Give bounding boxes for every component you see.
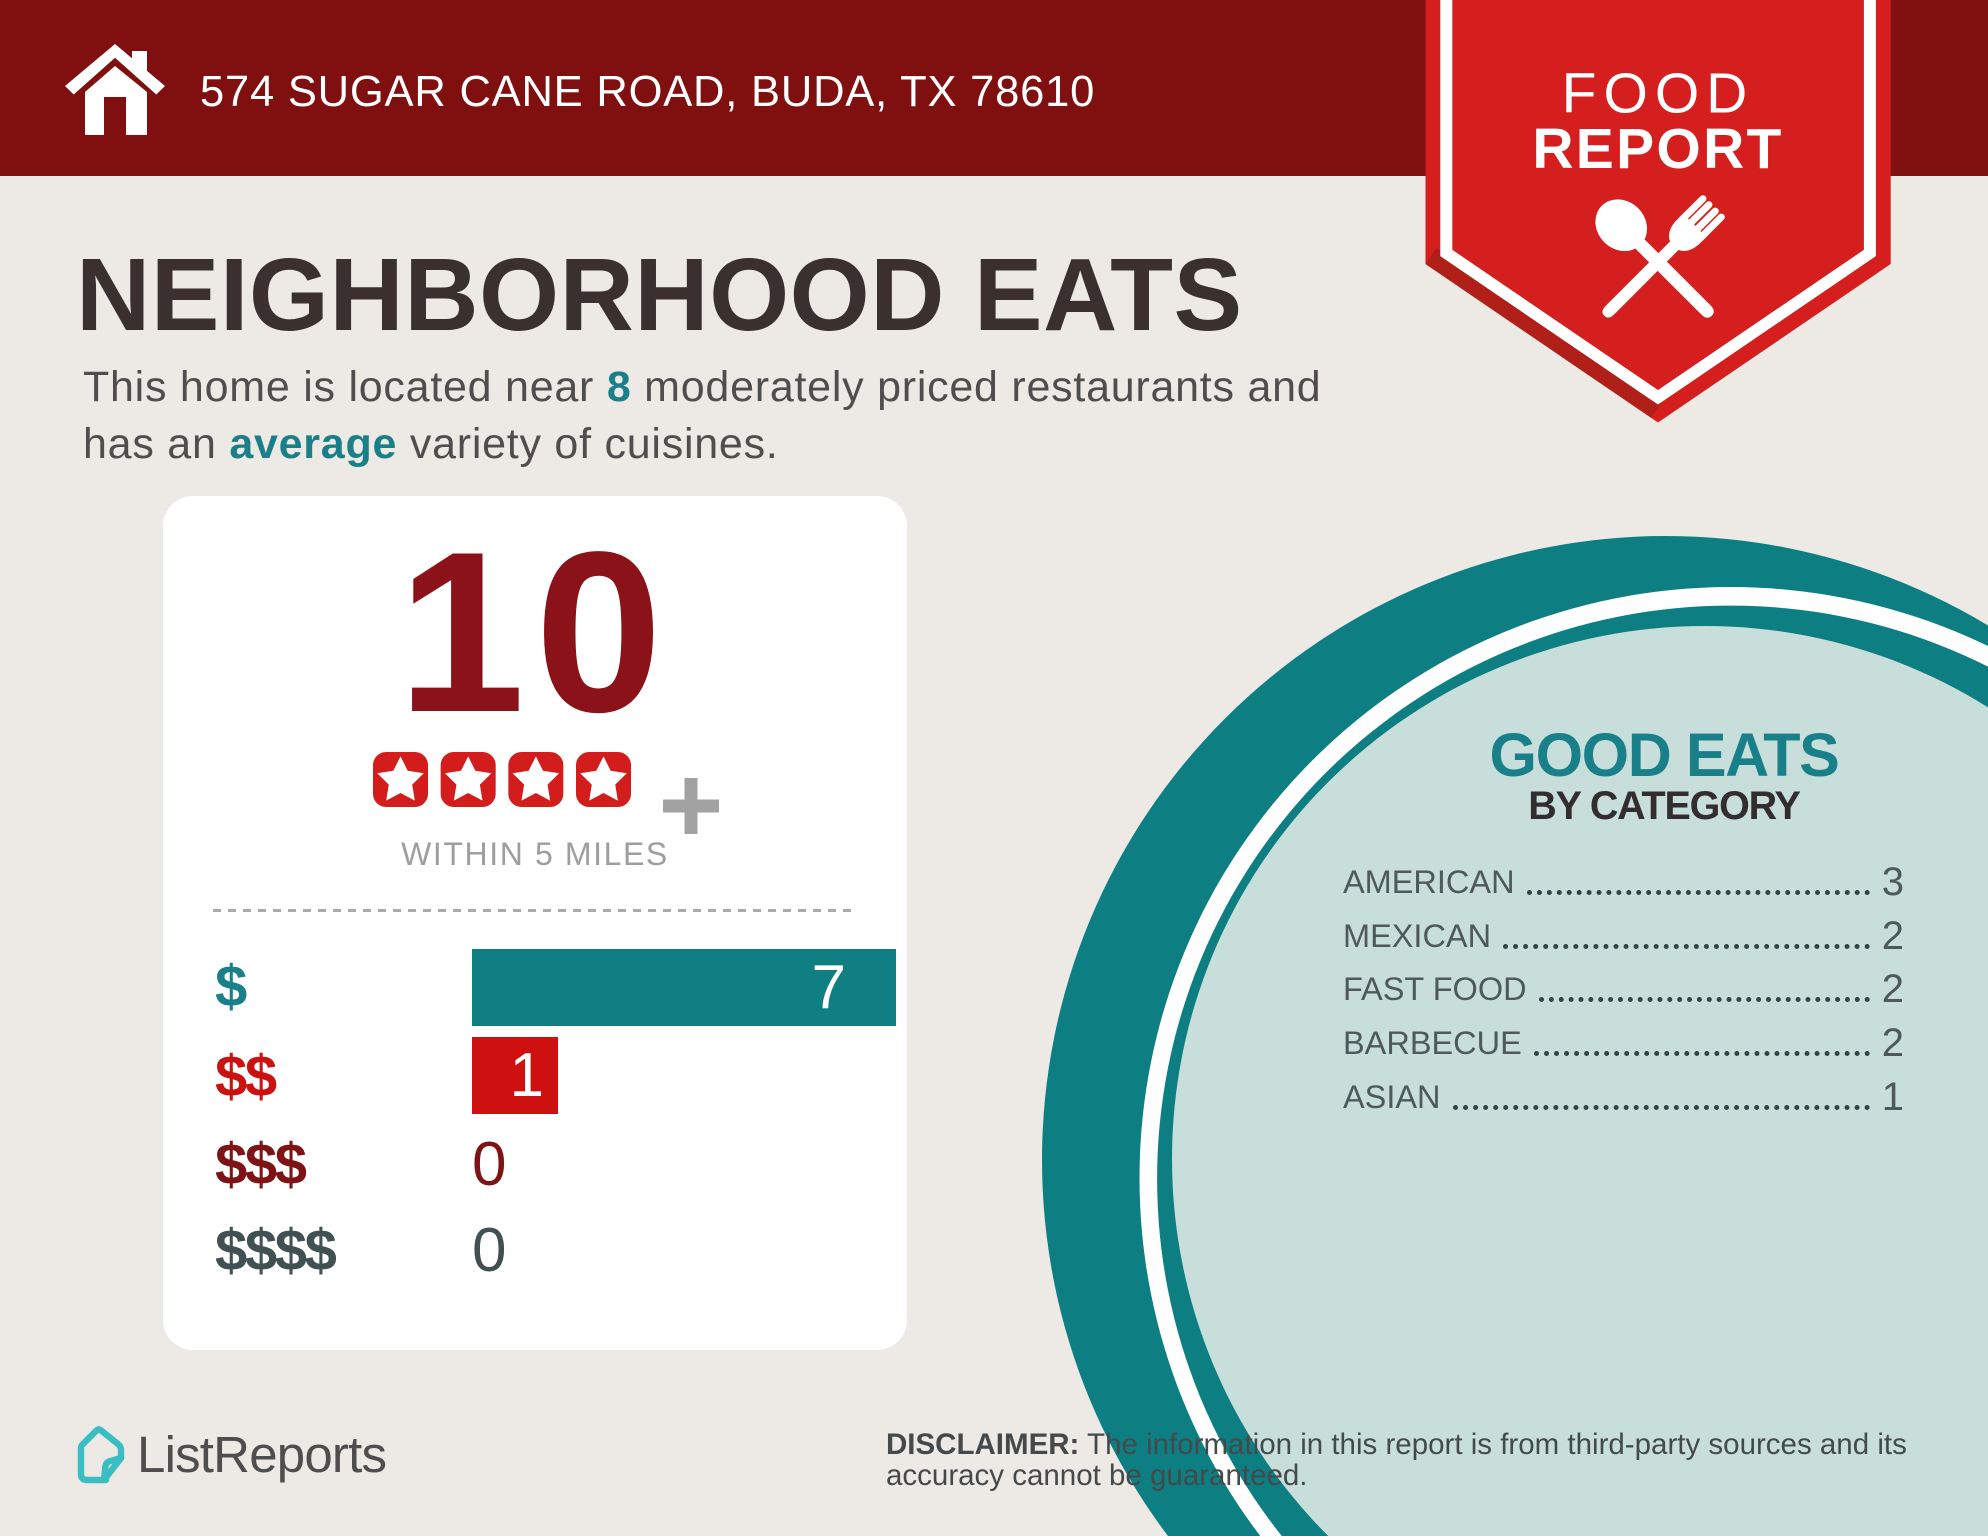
- svg-text:FOOD: FOOD: [1562, 62, 1755, 126]
- svg-text:REPORT: REPORT: [1532, 117, 1783, 181]
